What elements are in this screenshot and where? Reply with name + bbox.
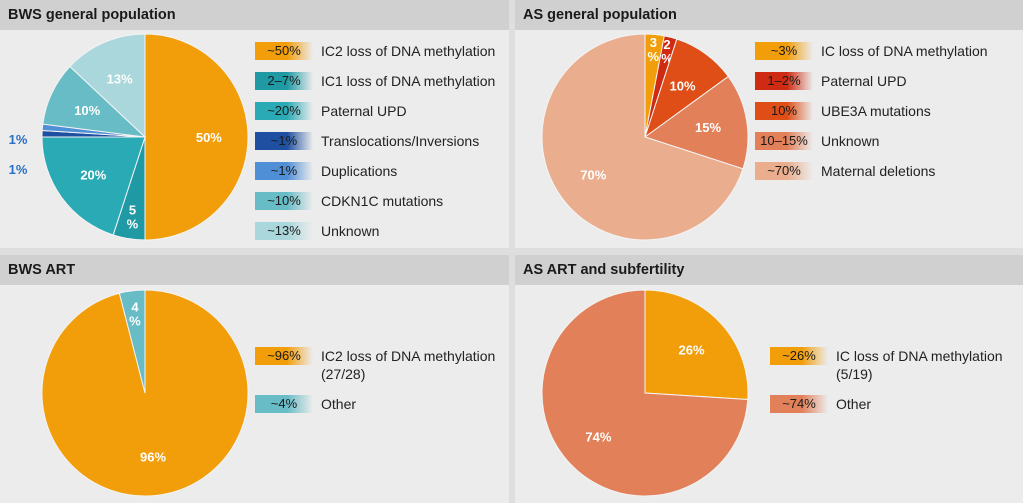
legend-swatch: ~50% <box>255 42 313 60</box>
legend-label: Translocations/Inversions <box>321 133 480 149</box>
slice-label: 1% <box>9 162 28 177</box>
chart-panel-bws-art: BWS ART 96% 4% ~96% IC2 loss of DNA methyl… <box>0 255 509 503</box>
pie-chart: 3 %2 %10%15%70% <box>541 33 749 241</box>
legend-label: IC2 loss of DNA methylation (27/28) <box>321 348 496 382</box>
slice-label: 5% <box>127 202 139 231</box>
slice-label: 10% <box>74 103 100 118</box>
legend-item: ~50% IC2 loss of DNA methylation <box>255 42 495 60</box>
legend: ~96% IC2 loss of DNA methylation (27/28) ~4… <box>255 347 495 425</box>
slice-label: 70% <box>580 168 606 183</box>
legend-item: ~3% IC loss of DNA methylation <box>755 42 988 60</box>
legend-item: 10–15% Unknown <box>755 132 988 150</box>
legend-swatch: ~26% <box>770 347 828 365</box>
pie-slice <box>69 33 146 139</box>
legend-swatch: ~1% <box>255 132 313 150</box>
legend-label: Other <box>836 396 872 412</box>
legend-item: ~96% IC2 loss of DNA methylation (27/28) <box>255 347 495 383</box>
legend-item: ~1% Translocations/Inversions <box>255 132 495 150</box>
slice-label: 10% <box>670 78 696 93</box>
chart-panel-as-general: AS general population 3% 2% 10% 15% 70% ~3% I… <box>515 0 1023 248</box>
panel-title: AS ART and subfertility <box>515 255 1023 285</box>
legend-label: UBE3A mutations <box>821 103 931 119</box>
legend-label: Paternal UPD <box>821 73 907 89</box>
legend-swatch: ~74% <box>770 395 828 413</box>
legend-label: IC2 loss of DNA methylation <box>321 43 496 59</box>
pie-chart: 50% 5 % 20% 1% 1% 10% 13% <box>9 33 249 241</box>
legend-item: 2–7% IC1 loss of DNA methylation <box>255 72 495 90</box>
legend-swatch: ~70% <box>755 162 813 180</box>
slice-label: 1% <box>9 132 28 147</box>
pie-chart: 26% 74% <box>541 289 749 497</box>
pie-slice <box>541 33 744 241</box>
legend-label: Other <box>321 396 357 412</box>
pie-chart: 96% 4% <box>41 289 249 497</box>
legend-swatch: ~20% <box>255 102 313 120</box>
legend-sublabel: (27/28) <box>321 366 366 382</box>
legend-label: Paternal UPD <box>321 103 407 119</box>
legend-label: Maternal deletions <box>821 163 936 179</box>
legend: ~26% IC loss of DNA methylation (5/19) ~74%… <box>770 347 1003 425</box>
slice-label: 4% <box>129 299 141 328</box>
slice-label: 96% <box>140 449 166 464</box>
legend-label: IC1 loss of DNA methylation <box>321 73 496 89</box>
legend-swatch: ~13% <box>255 222 313 240</box>
legend-label: Duplications <box>321 163 398 179</box>
legend-label: IC loss of DNA methylation (5/19) <box>836 348 1003 382</box>
legend-label: Unknown <box>821 133 880 149</box>
legend-item: ~26% IC loss of DNA methylation (5/19) <box>770 347 1003 383</box>
legend-item: ~70% Maternal deletions <box>755 162 988 180</box>
legend-swatch: 10–15% <box>755 132 813 150</box>
slice-label: 50% <box>196 130 222 145</box>
slice-label: 13% <box>107 71 133 86</box>
slice-label: 74% <box>585 430 611 445</box>
chart-panel-as-art: AS ART and subfertility 26% 74% ~26% IC lo… <box>515 255 1023 503</box>
legend-item: 10% UBE3A mutations <box>755 102 988 120</box>
legend-swatch: ~4% <box>255 395 313 413</box>
slice-label: 26% <box>679 342 705 357</box>
pie-slice <box>643 75 749 170</box>
panel-title: BWS ART <box>0 255 509 285</box>
legend: ~3% IC loss of DNA methylation 1–2% Paterna… <box>755 42 988 192</box>
chart-panel-bws-general: BWS general population 50% 5% 20% 1% 1% 10% 13… <box>0 0 509 248</box>
pie-slice <box>644 289 749 400</box>
slice-label: 20% <box>80 168 106 183</box>
legend-item: ~74% Other <box>770 395 1003 413</box>
legend: ~50% IC2 loss of DNA methylation 2–7% IC1 l… <box>255 42 495 248</box>
legend-item: ~1% Duplications <box>255 162 495 180</box>
pie-slice <box>41 289 249 497</box>
legend-item: ~4% Other <box>255 395 495 413</box>
legend-swatch: 10% <box>755 102 813 120</box>
legend-item: ~20% Paternal UPD <box>255 102 495 120</box>
legend-sublabel: (5/19) <box>836 366 873 382</box>
legend-label: Unknown <box>321 223 380 239</box>
pie-slice <box>144 33 249 241</box>
legend-item: 1–2% Paternal UPD <box>755 72 988 90</box>
slice-label: 15% <box>695 120 721 135</box>
legend-swatch: ~10% <box>255 192 313 210</box>
pie-slice <box>118 289 146 394</box>
panel-title: BWS general population <box>0 0 509 30</box>
pie-slice <box>541 289 749 497</box>
legend-swatch: 1–2% <box>755 72 813 90</box>
legend-swatch: ~1% <box>255 162 313 180</box>
legend-label: IC loss of DNA methylation <box>821 43 988 59</box>
legend-item: ~10% CDKN1C mutations <box>255 192 495 210</box>
pie-slice <box>41 136 146 236</box>
panel-title: AS general population <box>515 0 1023 30</box>
legend-swatch: ~96% <box>255 347 313 365</box>
slice-label: 3% <box>648 35 660 64</box>
legend-swatch: ~3% <box>755 42 813 60</box>
legend-item: ~13% Unknown <box>255 222 495 240</box>
legend-swatch: 2–7% <box>255 72 313 90</box>
legend-label: CDKN1C mutations <box>321 193 444 209</box>
